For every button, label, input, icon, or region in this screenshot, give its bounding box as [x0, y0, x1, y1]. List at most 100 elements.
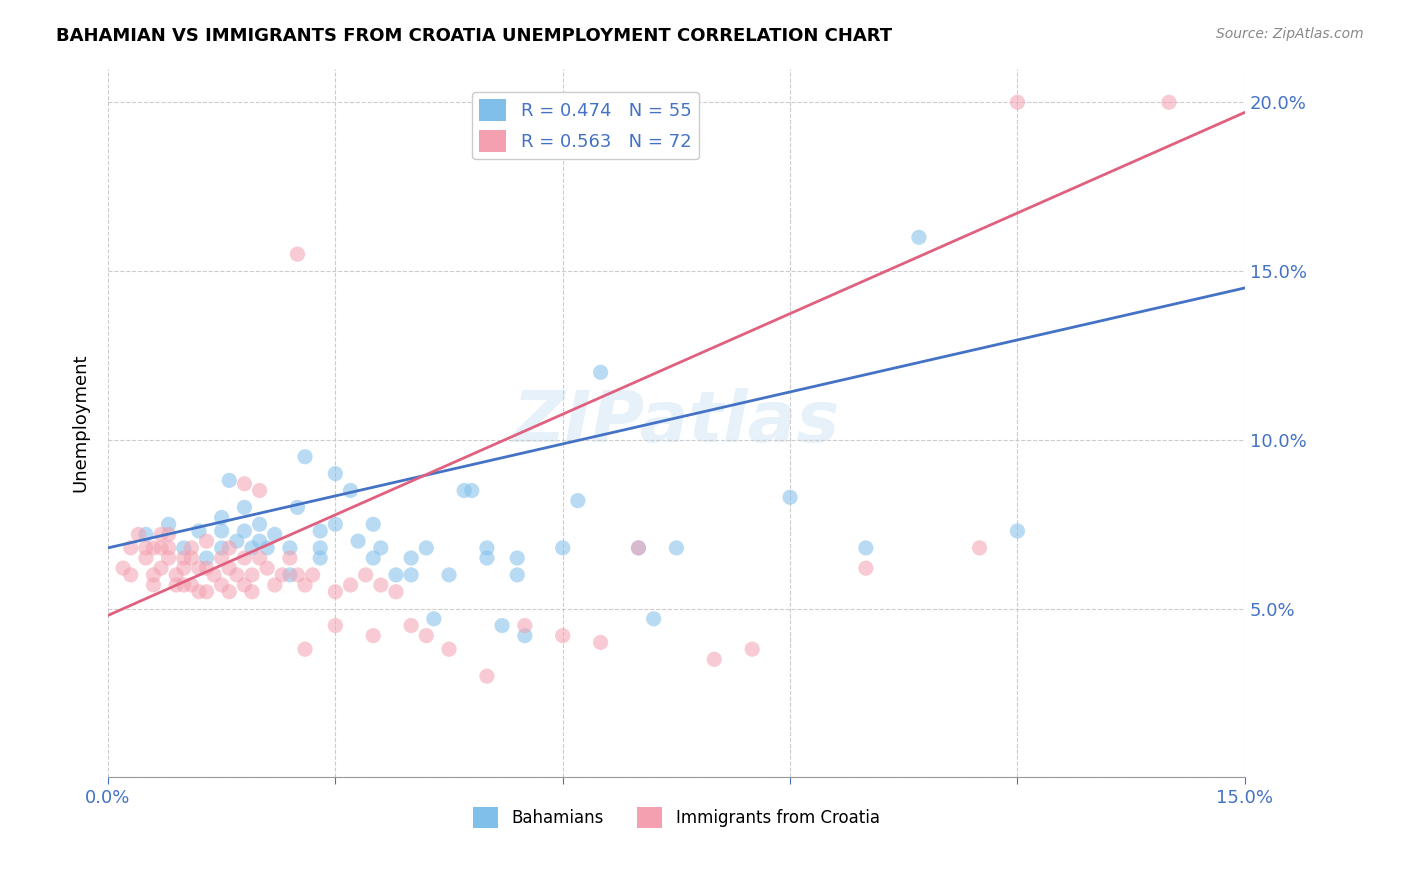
Point: [513, 629, 536, 643]
Point: [339, 483, 361, 498]
Point: [211, 541, 233, 555]
Point: [218, 474, 240, 488]
Point: [855, 541, 877, 555]
Point: [211, 510, 233, 524]
Point: [233, 500, 256, 515]
Point: [385, 584, 408, 599]
Point: [287, 247, 309, 261]
Point: [173, 561, 195, 575]
Point: [233, 476, 256, 491]
Point: [1157, 95, 1180, 110]
Point: [195, 584, 218, 599]
Point: [256, 541, 278, 555]
Point: [165, 568, 187, 582]
Point: [370, 578, 392, 592]
Point: [135, 527, 157, 541]
Legend: Bahamians, Immigrants from Croatia: Bahamians, Immigrants from Croatia: [467, 800, 886, 834]
Point: [325, 618, 347, 632]
Point: [263, 578, 285, 592]
Point: [969, 541, 991, 555]
Point: [120, 541, 142, 555]
Point: [643, 612, 665, 626]
Point: [361, 517, 384, 532]
Point: [385, 568, 408, 582]
Point: [567, 493, 589, 508]
Point: [195, 534, 218, 549]
Point: [294, 642, 316, 657]
Point: [165, 578, 187, 592]
Point: [249, 483, 271, 498]
Point: [120, 568, 142, 582]
Point: [475, 551, 498, 566]
Point: [225, 534, 247, 549]
Point: [211, 578, 233, 592]
Point: [157, 541, 180, 555]
Point: [423, 612, 446, 626]
Point: [415, 629, 437, 643]
Point: [173, 551, 195, 566]
Point: [173, 578, 195, 592]
Point: [491, 618, 513, 632]
Point: [437, 568, 460, 582]
Point: [263, 527, 285, 541]
Point: [908, 230, 931, 244]
Point: [249, 534, 271, 549]
Point: [741, 642, 763, 657]
Point: [180, 541, 202, 555]
Point: [180, 551, 202, 566]
Point: [325, 467, 347, 481]
Point: [589, 635, 612, 649]
Point: [294, 450, 316, 464]
Point: [506, 551, 529, 566]
Point: [506, 568, 529, 582]
Point: [195, 551, 218, 566]
Text: Source: ZipAtlas.com: Source: ZipAtlas.com: [1216, 27, 1364, 41]
Point: [240, 541, 263, 555]
Point: [233, 578, 256, 592]
Point: [256, 561, 278, 575]
Point: [294, 578, 316, 592]
Point: [361, 629, 384, 643]
Point: [157, 527, 180, 541]
Point: [627, 541, 650, 555]
Y-axis label: Unemployment: Unemployment: [72, 354, 89, 492]
Point: [278, 568, 301, 582]
Point: [1007, 95, 1029, 110]
Text: BAHAMIAN VS IMMIGRANTS FROM CROATIA UNEMPLOYMENT CORRELATION CHART: BAHAMIAN VS IMMIGRANTS FROM CROATIA UNEM…: [56, 27, 893, 45]
Point: [142, 578, 165, 592]
Point: [354, 568, 377, 582]
Point: [240, 568, 263, 582]
Point: [301, 568, 323, 582]
Point: [287, 500, 309, 515]
Point: [150, 541, 173, 555]
Point: [271, 568, 294, 582]
Point: [202, 568, 225, 582]
Point: [187, 561, 209, 575]
Point: [703, 652, 725, 666]
Point: [399, 618, 422, 632]
Point: [513, 618, 536, 632]
Point: [135, 541, 157, 555]
Point: [233, 551, 256, 566]
Point: [370, 541, 392, 555]
Point: [339, 578, 361, 592]
Point: [325, 584, 347, 599]
Point: [150, 527, 173, 541]
Point: [437, 642, 460, 657]
Point: [157, 551, 180, 566]
Point: [218, 561, 240, 575]
Point: [225, 568, 247, 582]
Point: [135, 551, 157, 566]
Point: [461, 483, 484, 498]
Point: [173, 541, 195, 555]
Point: [551, 541, 574, 555]
Point: [218, 584, 240, 599]
Point: [309, 551, 332, 566]
Point: [249, 517, 271, 532]
Point: [278, 541, 301, 555]
Point: [195, 561, 218, 575]
Point: [112, 561, 135, 575]
Point: [399, 551, 422, 566]
Point: [627, 541, 650, 555]
Point: [475, 541, 498, 555]
